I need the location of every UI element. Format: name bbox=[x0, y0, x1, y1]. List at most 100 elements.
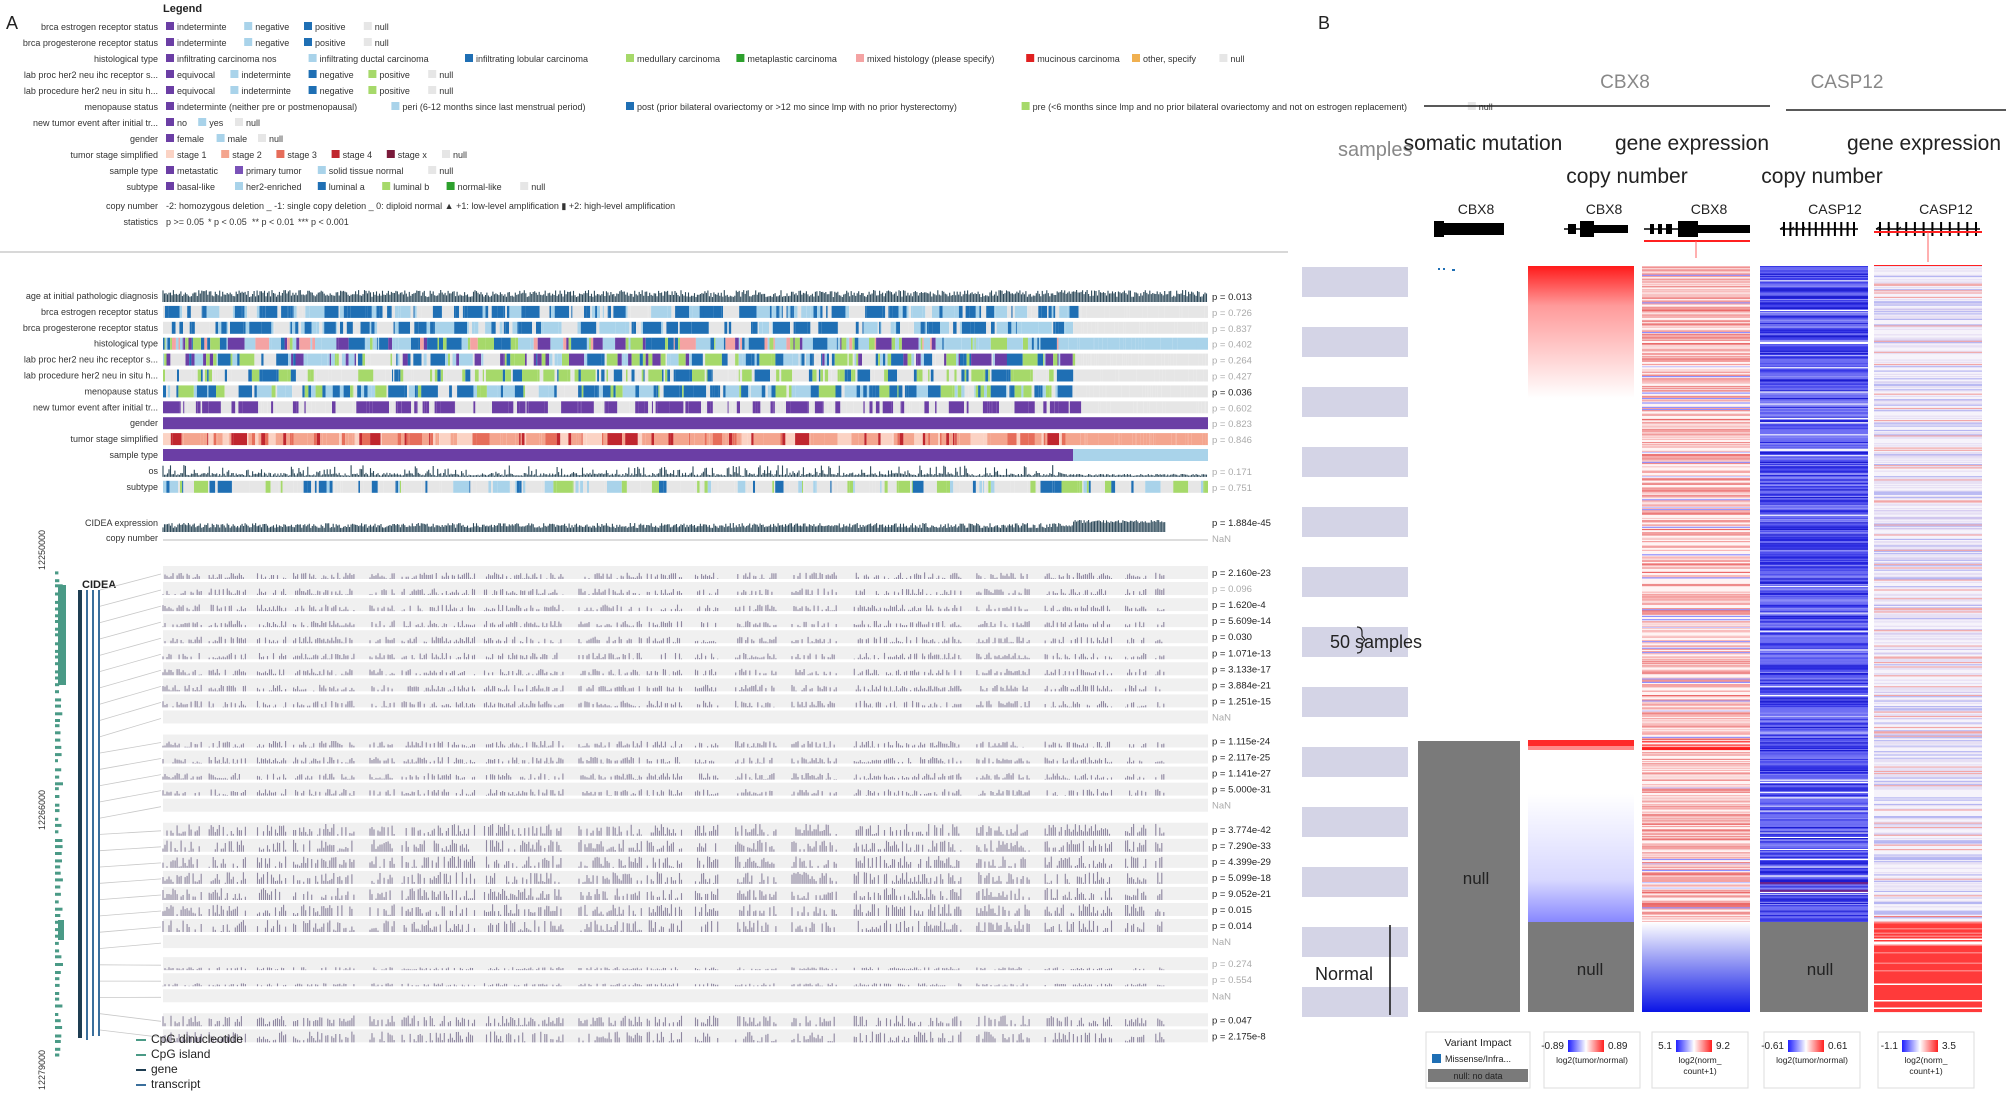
legend-row: subtype basal-like her2-enriched luminal a l… bbox=[126, 182, 545, 192]
legend-item-label: luminal b bbox=[393, 182, 429, 192]
casp12-expression-column bbox=[1874, 266, 1982, 1013]
clinical-track-p: p = 0.726 bbox=[1212, 308, 1252, 319]
methylation-track: p = 0.096 bbox=[162, 582, 1252, 596]
track-gene-label-5: CASP12 bbox=[1919, 201, 1973, 217]
col-expression2-header: gene expression bbox=[1847, 132, 2001, 155]
sample-stripe bbox=[1302, 687, 1408, 717]
clinical-track-p: p = 0.171 bbox=[1212, 467, 1252, 478]
sample-stripe bbox=[1302, 447, 1408, 477]
ge2-legend-gradient bbox=[1902, 1040, 1938, 1052]
legend-swatch bbox=[1021, 102, 1030, 110]
legend-row-label: sample type bbox=[109, 166, 158, 176]
clinical-track-p: p = 0.837 bbox=[1212, 324, 1252, 335]
legend-item-label: null bbox=[439, 166, 453, 176]
methylation-track: NaN bbox=[163, 935, 1231, 949]
legend-item-label: infiltrating ductal carcinoma bbox=[320, 54, 429, 64]
meth-track-bg bbox=[163, 630, 1208, 644]
methylation-track: p = 1.115e-24 bbox=[162, 734, 1270, 748]
probe-connector bbox=[99, 702, 162, 721]
legend-swatch bbox=[166, 70, 174, 78]
legend-row-label: new tumor event after initial tr... bbox=[33, 118, 158, 128]
legend-swatch bbox=[626, 102, 634, 110]
copy-number-p: NaN bbox=[1212, 534, 1231, 545]
col-copy-header: copy number bbox=[1566, 165, 1687, 188]
stat-legend-p01: ** p < 0.01 bbox=[252, 217, 294, 227]
track-segments bbox=[163, 321, 1208, 334]
legend-item-label: null bbox=[269, 134, 283, 144]
legend-item-label: stage x bbox=[398, 150, 428, 160]
legend-swatch bbox=[235, 182, 243, 190]
clinical-track: gender p = 0.823 bbox=[130, 417, 1252, 430]
meth-bars bbox=[162, 773, 1165, 780]
methylation-track: p = 9.052e-21 bbox=[162, 886, 1271, 900]
probe-connector bbox=[99, 862, 162, 868]
meth-track-p: p = 2.117e-25 bbox=[1212, 753, 1270, 764]
methylation-track: p = 1.071e-13 bbox=[162, 646, 1271, 660]
cn1-legend-unit: log2(tumor/normal) bbox=[1556, 1055, 1628, 1065]
methylation-track: NaN bbox=[163, 989, 1231, 1003]
legend-swatch bbox=[276, 150, 285, 158]
methylation-track: p = 1.251e-15 bbox=[162, 694, 1271, 708]
cbx8-cn-red-band bbox=[1528, 740, 1634, 747]
meth-bars bbox=[162, 740, 1165, 748]
sample-stripe bbox=[1302, 627, 1408, 657]
cbx8-copy-number-column: null bbox=[1528, 266, 1634, 1012]
clinical-track-label: brca progesterone receptor status bbox=[23, 323, 159, 333]
track-segments bbox=[163, 369, 1208, 382]
meth-track-p: NaN bbox=[1212, 801, 1231, 812]
genomic-tick-2: 12266000 bbox=[37, 790, 47, 830]
meth-track-bg bbox=[163, 614, 1208, 628]
legend-row: menopause status indeterminte (neither pr… bbox=[84, 102, 1493, 112]
clinical-track-label: brca estrogen receptor status bbox=[41, 307, 159, 317]
meth-bars bbox=[164, 572, 1165, 579]
col-somatic-header: somatic mutation bbox=[1404, 132, 1563, 155]
genomic-legend-label: transcript bbox=[151, 1077, 201, 1091]
legend-item-label: negative bbox=[320, 86, 354, 96]
legend-row: tumor stage simplified stage 1 stage 2 stag… bbox=[70, 150, 467, 160]
legend-row-label: menopause status bbox=[84, 102, 158, 112]
methylation-track: p = 0.015 bbox=[162, 903, 1252, 916]
meth-bars bbox=[162, 855, 1163, 868]
legend-row-label: tumor stage simplified bbox=[70, 150, 158, 160]
meth-track-bg bbox=[163, 935, 1208, 949]
legend-item-label: peri (6-12 months since last menstrual p… bbox=[402, 102, 585, 112]
track-segments bbox=[163, 433, 1208, 446]
methylation-track: p = 2.175e-8 bbox=[162, 1029, 1266, 1043]
meth-track-bg bbox=[163, 646, 1208, 660]
legend-item-label: positive bbox=[379, 86, 410, 96]
methylation-track: p = 5.609e-14 bbox=[162, 614, 1271, 628]
meth-bars bbox=[162, 871, 1163, 884]
meth-track-bg bbox=[163, 1029, 1208, 1043]
probe-connector bbox=[99, 942, 162, 949]
cn2-legend-gradient bbox=[1788, 1040, 1824, 1052]
legend-item-label: male bbox=[228, 134, 248, 144]
legend-swatch bbox=[166, 182, 174, 190]
meth-bars bbox=[162, 652, 1165, 660]
methylation-track: p = 1.141e-27 bbox=[162, 766, 1271, 780]
cpg-island-1 bbox=[58, 585, 66, 685]
cn2-legend-unit: log2(tumor/normal) bbox=[1776, 1055, 1848, 1065]
legend-item-label: metastatic bbox=[177, 166, 219, 176]
legend-swatch bbox=[308, 70, 317, 78]
legend-item-label: her2-enriched bbox=[246, 182, 302, 192]
meth-track-bg bbox=[163, 973, 1208, 987]
gene-model bbox=[1779, 222, 1858, 236]
legend-swatch bbox=[317, 182, 326, 190]
meth-bars bbox=[162, 700, 1165, 708]
sample-stripe bbox=[1302, 867, 1408, 897]
clinical-track: histological type p = 0.402 bbox=[94, 337, 1252, 351]
ge1-legend-unit2: count+1) bbox=[1683, 1066, 1716, 1076]
cpg-island-2 bbox=[58, 920, 64, 940]
somatic-null-block bbox=[1418, 741, 1520, 1012]
legend-item-label: indeterminte (neither pre or postmenopau… bbox=[177, 102, 357, 112]
probe-connector bbox=[99, 806, 162, 819]
statistics-legend: statistics p >= 0.05 * p < 0.05 ** p < 0… bbox=[123, 217, 348, 227]
legend-swatch bbox=[382, 182, 391, 190]
cn2-legend: -0.61 0.61 log2(tumor/normal) bbox=[1761, 1031, 1861, 1089]
copy-number-track: copy number NaN bbox=[106, 533, 1231, 545]
probe-connector bbox=[99, 894, 162, 900]
sample-stripe bbox=[1302, 567, 1408, 597]
meth-track-p: p = 1.141e-27 bbox=[1212, 769, 1271, 780]
cbx8-cn-red-band-2 bbox=[1528, 746, 1634, 750]
meth-track-p: p = 0.096 bbox=[1212, 584, 1252, 595]
